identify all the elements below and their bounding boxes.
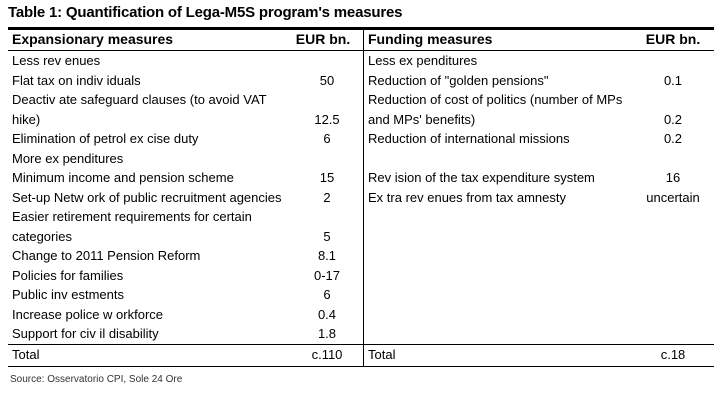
right-column-header: Funding measures [368, 31, 493, 47]
left-total-value: c.110 [311, 347, 343, 362]
total-rule [8, 344, 714, 345]
column-divider [363, 30, 364, 366]
source-note: Source: Osservatorio CPI, Sole 24 Ore [10, 374, 183, 385]
right-row-label: Rev ision of the tax expenditure system [368, 170, 595, 185]
left-row-value: 8.1 [317, 248, 337, 263]
left-row-value: 1.8 [317, 326, 337, 341]
right-row-label: Less ex penditures [368, 53, 478, 68]
left-row-value: 2 [323, 189, 331, 205]
left-row-label: More ex penditures [12, 150, 124, 166]
header-bottom-rule [8, 50, 714, 51]
left-row-label: Deactiv ate safeguard clauses (to avoid … [12, 92, 267, 107]
table-title: Table 1: Quantification of Lega-M5S prog… [8, 4, 403, 21]
right-row-label: Reduction of "golden pensions" [368, 72, 549, 88]
left-row-value: 6 [323, 131, 331, 146]
right-total-label: Total [368, 347, 396, 362]
left-row-label: categories [12, 228, 72, 244]
right-row-label: Reduction of international missions [368, 131, 570, 146]
left-row-label: Minimum income and pension scheme [12, 170, 234, 185]
right-row-label: Ex tra rev enues from tax amnesty [368, 189, 566, 205]
left-row-value: 5 [323, 228, 331, 244]
left-total-label: Total [12, 347, 40, 362]
right-row-label: and MPs' benefits) [368, 111, 476, 127]
right-row-value: uncertain [646, 189, 700, 205]
right-row-value: 0.2 [663, 131, 683, 146]
left-row-label: Increase police w orkforce [12, 306, 164, 322]
left-row-label: Less rev enues [12, 53, 101, 68]
left-row-label: hike) [12, 111, 41, 127]
left-column-header: Expansionary measures [12, 31, 174, 47]
left-row-label: Set-up Netw ork of public recruitment ag… [12, 189, 282, 205]
right-row-value: 0.1 [663, 72, 683, 88]
left-row-label: Policies for families [12, 267, 124, 283]
left-row-label: Elimination of petrol ex cise duty [12, 131, 199, 146]
left-row-label: Support for civ il disability [12, 326, 159, 341]
left-row-value: 0.4 [317, 306, 337, 322]
left-row-value: 6 [323, 287, 331, 302]
right-unit-header: EUR bn. [645, 31, 701, 47]
right-total-value: c.18 [660, 347, 686, 362]
left-row-value: 0-17 [313, 267, 341, 283]
left-row-label: Easier retirement requirements for certa… [12, 209, 252, 224]
right-row-value: 16 [665, 170, 681, 185]
left-row-value: 15 [319, 170, 335, 185]
left-row-label: Change to 2011 Pension Reform [12, 248, 201, 263]
right-row-value: 0.2 [663, 111, 683, 127]
left-row-value: 12.5 [314, 111, 340, 127]
left-row-value: 50 [319, 72, 335, 88]
left-unit-header: EUR bn. [295, 31, 351, 47]
bottom-rule [8, 366, 714, 367]
left-row-label: Flat tax on indiv iduals [12, 72, 141, 88]
right-row-label: Reduction of cost of politics (number of… [368, 92, 623, 107]
header-top-rule [8, 27, 714, 30]
left-row-label: Public inv estments [12, 287, 124, 302]
